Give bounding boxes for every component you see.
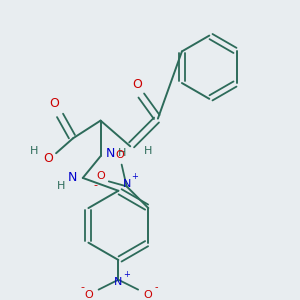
Text: O: O — [49, 97, 59, 110]
Text: +: + — [131, 172, 138, 181]
Text: +: + — [123, 270, 130, 279]
Text: O: O — [132, 77, 142, 91]
Text: O: O — [97, 171, 105, 182]
Text: -: - — [81, 282, 85, 292]
Text: -: - — [93, 180, 97, 190]
Text: -: - — [154, 282, 158, 292]
Text: H: H — [144, 146, 152, 156]
Text: H: H — [57, 181, 65, 191]
Text: H: H — [118, 148, 127, 158]
Text: N: N — [106, 147, 115, 160]
Text: N: N — [122, 179, 131, 189]
Text: H: H — [30, 146, 38, 156]
Text: O: O — [84, 290, 93, 300]
Text: O: O — [43, 152, 53, 165]
Text: O: O — [115, 150, 124, 160]
Text: O: O — [144, 290, 152, 300]
Text: N: N — [68, 171, 78, 184]
Text: N: N — [114, 277, 123, 287]
